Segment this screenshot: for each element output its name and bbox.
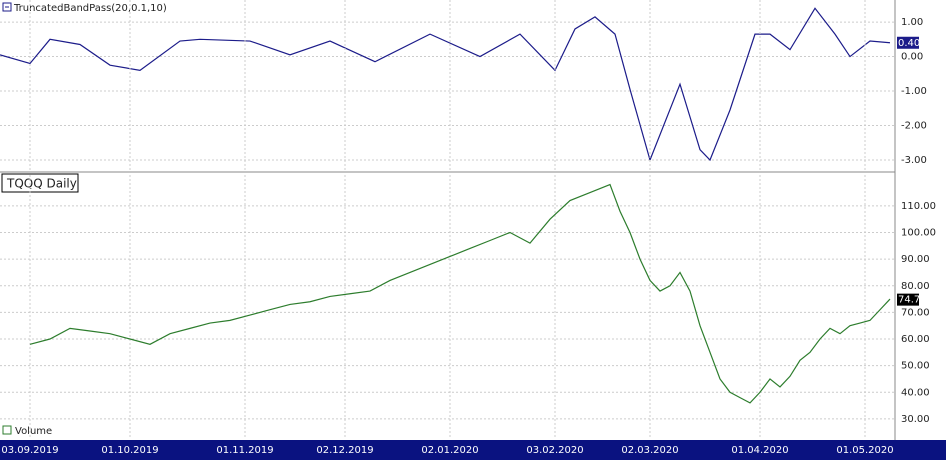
last-value-box xyxy=(897,36,919,49)
symbol-box xyxy=(1,173,79,193)
x-tick-label: 01.05.2020 xyxy=(836,445,893,456)
x-tick-label: 01.10.2019 xyxy=(101,445,158,456)
x-tick-label: 01.11.2019 xyxy=(216,445,273,456)
series-line xyxy=(0,7,891,162)
x-tick-label: 01.04.2020 xyxy=(731,445,788,456)
last-value-label: 0.40 xyxy=(898,38,920,49)
x-tick-label: 02.03.2020 xyxy=(621,445,678,456)
last-value-box xyxy=(897,293,919,306)
y-tick-label: -1.00 xyxy=(901,86,927,97)
expand-icon[interactable] xyxy=(2,425,12,435)
y-tick-label: 1.00 xyxy=(901,17,923,28)
symbol-title: TQQQ Daily xyxy=(6,177,77,191)
x-tick-label: 03.09.2019 xyxy=(1,445,58,456)
y-tick-label: 90.00 xyxy=(901,254,930,265)
y-tick-label: 80.00 xyxy=(901,281,930,292)
y-tick-label: 30.00 xyxy=(901,414,930,425)
indicator-title: TruncatedBandPass(20,0.1,10) xyxy=(13,3,167,14)
last-value-label: 74.79 xyxy=(898,295,927,306)
y-tick-label: 60.00 xyxy=(901,334,930,345)
y-tick-label: 110.00 xyxy=(901,201,936,212)
y-tick-label: -2.00 xyxy=(901,121,927,132)
y-tick-label: 40.00 xyxy=(901,387,930,398)
volume-label: Volume xyxy=(15,426,52,437)
x-tick-label: 02.12.2019 xyxy=(316,445,373,456)
series-line xyxy=(29,183,891,404)
y-tick-label: 0.00 xyxy=(901,52,923,63)
x-tick-label: 03.02.2020 xyxy=(526,445,583,456)
y-tick-label: -3.00 xyxy=(901,155,927,166)
x-tick-label: 02.01.2020 xyxy=(421,445,478,456)
y-tick-label: 100.00 xyxy=(901,228,936,239)
y-tick-label: 50.00 xyxy=(901,361,930,372)
y-tick-label: 70.00 xyxy=(901,307,930,318)
date-axis-bar xyxy=(0,440,946,460)
